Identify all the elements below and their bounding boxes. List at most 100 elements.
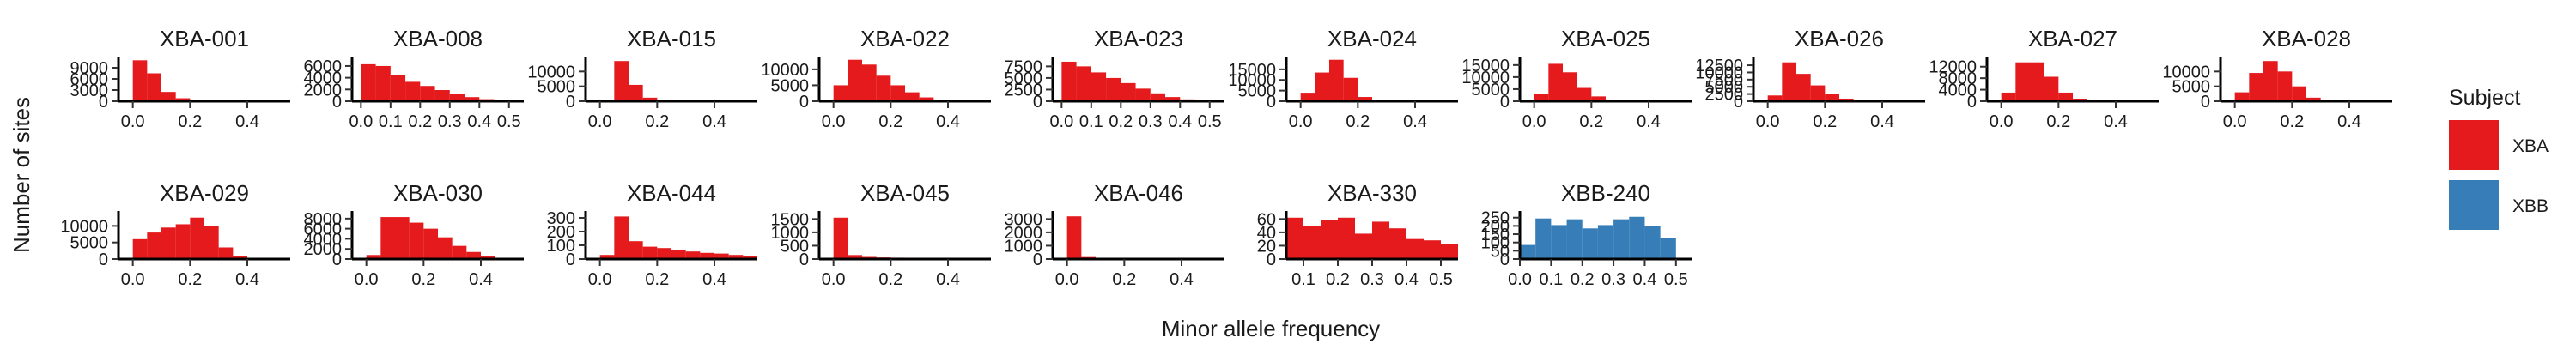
x-tick-label-xbb-240-5: 0.5 bbox=[1664, 270, 1688, 289]
x-tick-label-xbb-240-4: 0.4 bbox=[1633, 270, 1657, 289]
x-tick-label-xba-027-1: 0.2 bbox=[2046, 112, 2070, 131]
bar-xba-330-2 bbox=[1303, 226, 1321, 259]
bar-xba-025-2 bbox=[1548, 63, 1563, 101]
y-tick-label-xba-025-3: 15000 bbox=[1461, 57, 1510, 75]
panel-title-xba-001: XBA-001 bbox=[160, 26, 249, 51]
panel-title-xba-022: XBA-022 bbox=[860, 26, 950, 51]
y-tick-label-xba-001-1: 3000 bbox=[70, 81, 109, 100]
legend-key-xba bbox=[2449, 120, 2499, 170]
bar-xba-015-2 bbox=[614, 61, 629, 101]
panel-title-xba-024: XBA-024 bbox=[1327, 26, 1417, 51]
panel-title-xba-027: XBA-027 bbox=[2028, 26, 2117, 51]
x-tick-label-xba-001-1: 0.2 bbox=[178, 112, 202, 131]
y-tick-label-xba-026-5: 12500 bbox=[1695, 57, 1743, 75]
x-tick-label-xbb-240-0: 0.0 bbox=[1508, 270, 1532, 289]
y-tick-label-xba-046-1: 1000 bbox=[1005, 237, 1043, 256]
bar-xba-024-4 bbox=[1343, 77, 1358, 101]
bar-xba-030-2 bbox=[380, 217, 395, 259]
x-axis-title: Minor allele frequency bbox=[1162, 316, 1380, 341]
bar-xba-023-8 bbox=[1165, 97, 1181, 102]
bar-xba-008-8 bbox=[465, 97, 480, 101]
legend-key-xbb bbox=[2449, 180, 2499, 230]
x-tick-label-xba-026-0: 0.0 bbox=[1756, 112, 1780, 131]
x-tick-label-xbb-240-3: 0.3 bbox=[1601, 270, 1625, 289]
bar-xba-330-8 bbox=[1406, 238, 1424, 259]
bar-xba-030-5 bbox=[423, 228, 438, 259]
y-tick-label-xbb-240-2: 100 bbox=[1481, 234, 1510, 253]
bar-xba-023-5 bbox=[1121, 82, 1136, 102]
y-tick-label-xba-023-1: 2500 bbox=[1005, 81, 1043, 100]
bar-xba-330-6 bbox=[1372, 221, 1389, 259]
x-tick-label-xba-023-2: 0.2 bbox=[1109, 112, 1133, 131]
y-tick-label-xba-015-2: 10000 bbox=[527, 63, 575, 81]
bar-xba-025-3 bbox=[1563, 72, 1577, 101]
y-tick-label-xba-045-3: 1500 bbox=[771, 210, 810, 229]
y-tick-label-xba-046-3: 3000 bbox=[1005, 210, 1043, 229]
bar-xba-030-1 bbox=[366, 255, 381, 259]
bar-xba-024-3 bbox=[1329, 59, 1344, 101]
bar-xba-044-4 bbox=[642, 246, 658, 259]
x-tick-label-xba-001-2: 0.4 bbox=[235, 112, 259, 131]
bar-xba-029-7 bbox=[218, 247, 234, 259]
bar-xba-029-6 bbox=[204, 226, 219, 259]
x-tick-label-xba-008-3: 0.3 bbox=[438, 112, 462, 131]
bar-xba-024-2 bbox=[1315, 72, 1329, 101]
x-tick-label-xba-330-2: 0.3 bbox=[1360, 270, 1384, 289]
y-tick-label-xba-028-0: 0 bbox=[2201, 93, 2210, 112]
bar-xba-029-5 bbox=[190, 217, 204, 259]
y-tick-label-xba-008-2: 4000 bbox=[304, 69, 343, 88]
panel-title-xba-023: XBA-023 bbox=[1094, 26, 1183, 51]
bar-xba-330-10 bbox=[1441, 244, 1458, 259]
bar-xba-044-10 bbox=[728, 255, 744, 259]
bar-xba-026-4 bbox=[1810, 85, 1826, 101]
y-tick-label-xba-030-0: 0 bbox=[332, 250, 342, 269]
x-tick-label-xba-026-2: 0.4 bbox=[1870, 112, 1894, 131]
y-tick-label-xba-028-1: 5000 bbox=[2172, 78, 2211, 97]
bar-xba-008-4 bbox=[405, 81, 421, 101]
bar-xba-028-2 bbox=[2249, 73, 2263, 101]
y-tick-label-xba-030-2: 4000 bbox=[304, 230, 343, 249]
y-tick-label-xba-044-0: 0 bbox=[566, 250, 575, 269]
bar-xba-023-4 bbox=[1106, 77, 1121, 101]
x-tick-label-xba-027-0: 0.0 bbox=[1990, 112, 2014, 131]
x-tick-label-xba-008-1: 0.1 bbox=[379, 112, 403, 131]
y-tick-label-xba-023-0: 0 bbox=[1033, 93, 1042, 112]
x-tick-label-xba-044-0: 0.0 bbox=[588, 270, 612, 289]
x-tick-label-xba-026-1: 0.2 bbox=[1813, 112, 1837, 131]
y-tick-label-xba-025-2: 10000 bbox=[1461, 69, 1510, 88]
x-tick-label-xbb-240-1: 0.1 bbox=[1539, 270, 1563, 289]
panel-title-xba-044: XBA-044 bbox=[627, 180, 716, 206]
x-tick-label-xba-023-4: 0.4 bbox=[1168, 112, 1192, 131]
y-tick-label-xba-029-1: 5000 bbox=[70, 234, 109, 253]
bar-xba-045-1 bbox=[833, 217, 848, 259]
y-tick-label-xba-029-2: 10000 bbox=[60, 217, 108, 236]
x-tick-label-xba-025-2: 0.4 bbox=[1637, 112, 1661, 131]
bar-xba-044-2 bbox=[614, 216, 629, 259]
bar-xba-023-2 bbox=[1076, 66, 1091, 102]
bar-xba-030-7 bbox=[452, 245, 467, 259]
x-tick-label-xba-023-0: 0.0 bbox=[1049, 112, 1073, 131]
y-tick-label-xbb-240-3: 150 bbox=[1481, 226, 1510, 244]
y-tick-label-xba-022-2: 10000 bbox=[761, 61, 809, 80]
y-tick-label-xba-045-1: 500 bbox=[781, 237, 809, 256]
bar-xbb-240-7 bbox=[1613, 219, 1630, 259]
x-tick-label-xba-024-1: 0.2 bbox=[1346, 112, 1370, 131]
y-tick-label-xba-022-1: 5000 bbox=[771, 76, 810, 95]
bar-xba-023-1 bbox=[1061, 61, 1077, 101]
bar-xba-023-6 bbox=[1135, 88, 1151, 102]
y-tick-label-xba-026-0: 0 bbox=[1734, 93, 1743, 112]
y-tick-label-xbb-240-4: 200 bbox=[1481, 217, 1510, 236]
y-tick-label-xba-023-2: 5000 bbox=[1005, 69, 1043, 88]
x-tick-label-xba-022-1: 0.2 bbox=[878, 112, 902, 131]
y-tick-label-xba-045-2: 1000 bbox=[771, 224, 810, 243]
bar-xba-030-9 bbox=[481, 256, 495, 259]
y-tick-label-xba-026-2: 5000 bbox=[1705, 78, 1744, 97]
y-tick-label-xba-024-2: 10000 bbox=[1228, 71, 1276, 90]
